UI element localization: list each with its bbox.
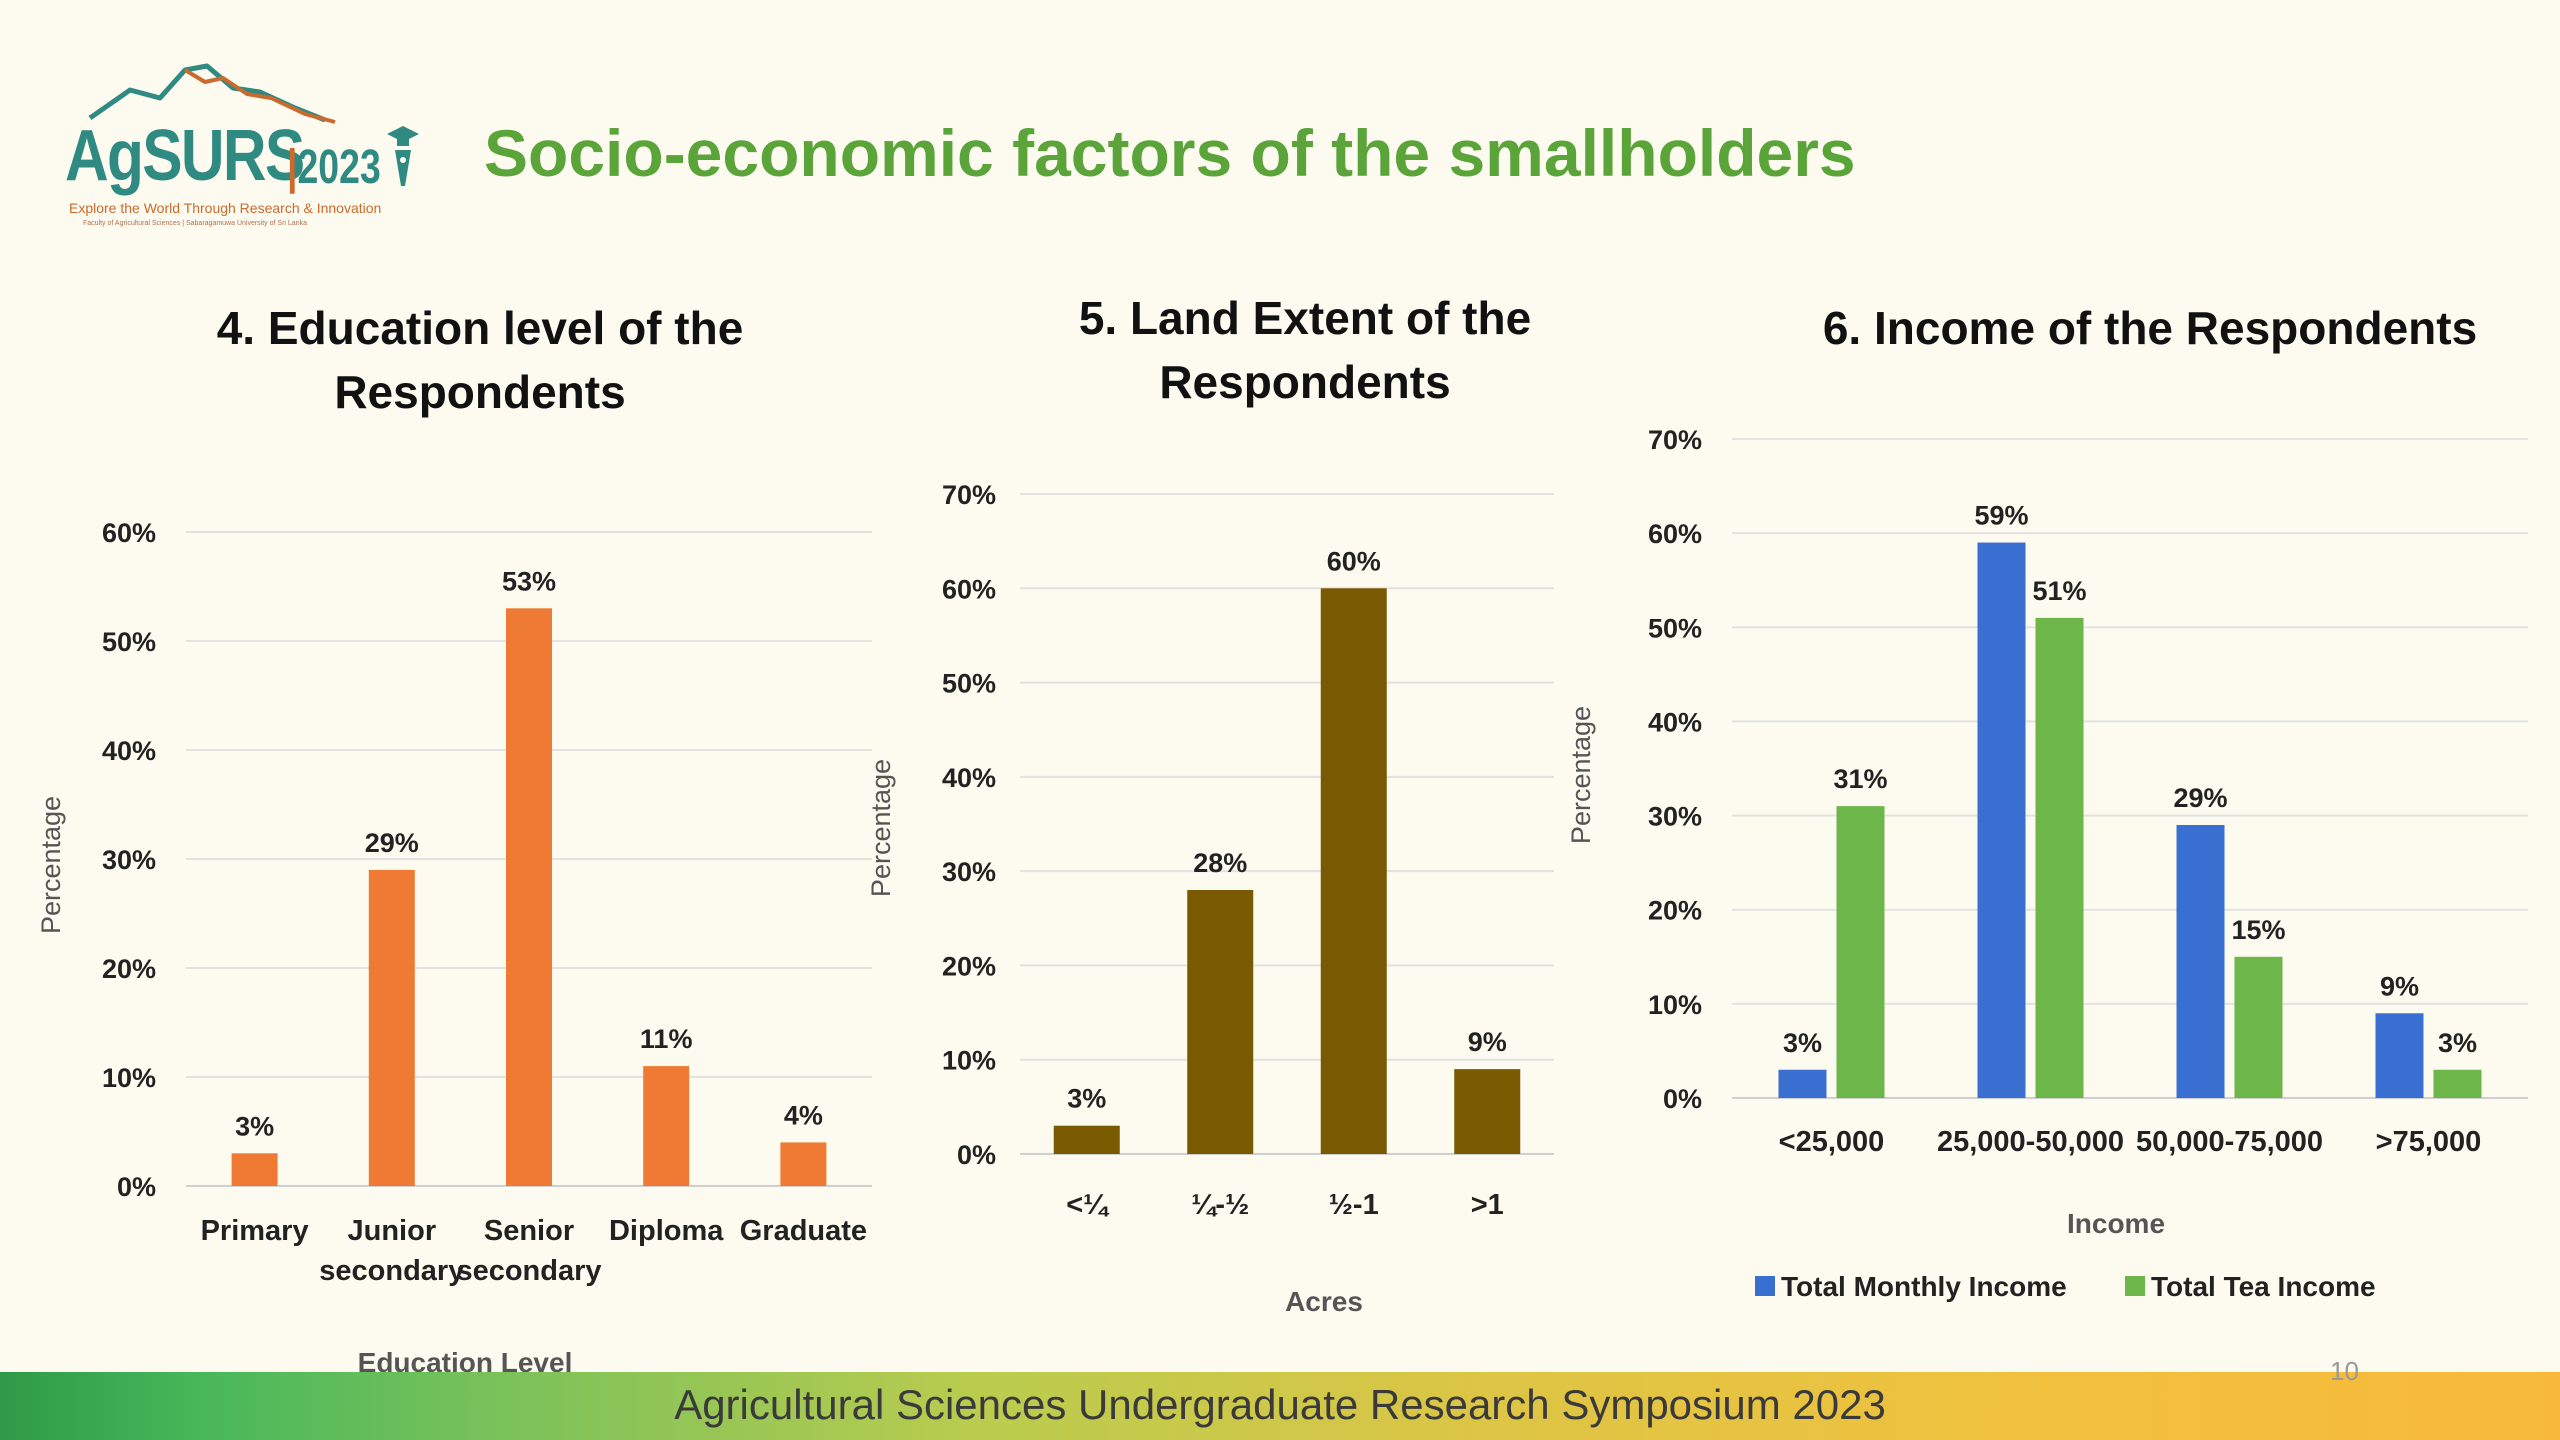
land-bar xyxy=(1320,588,1387,1154)
education-y-axis-title: Percentage xyxy=(36,796,66,934)
education-y-tick-label: 50% xyxy=(102,627,156,657)
graduate-pen-icon xyxy=(387,126,419,186)
income-y-tick-label: 60% xyxy=(1648,519,1702,549)
education-y-tick-label: 60% xyxy=(102,518,156,548)
page-number: 10 xyxy=(2330,1356,2359,1386)
land-data-label: 9% xyxy=(1468,1027,1507,1057)
page-title: Socio-economic factors of the smallholde… xyxy=(484,116,1856,190)
income-data-label: 29% xyxy=(2173,783,2227,813)
income-chart-title: 6. Income of the Respondents xyxy=(1822,302,2478,354)
agsurs-logo: AgSURS 2023 Explore the World Through Re… xyxy=(55,48,435,238)
land-data-label: 3% xyxy=(1067,1084,1106,1114)
land-y-tick-label: 60% xyxy=(942,574,996,604)
land-category-label: <¼ xyxy=(1066,1189,1110,1221)
income-data-label: 51% xyxy=(2032,576,2086,606)
education-data-label: 29% xyxy=(365,828,419,858)
land-y-tick-label: 0% xyxy=(957,1140,996,1170)
land-y-tick-label: 20% xyxy=(942,951,996,981)
income-legend-label: Total Tea Income xyxy=(2151,1271,2376,1302)
income-data-label: 31% xyxy=(1833,764,1887,794)
income-y-tick-label: 0% xyxy=(1663,1084,1702,1114)
education-category-label: Junior xyxy=(347,1215,436,1247)
education-data-label: 11% xyxy=(640,1024,693,1054)
education-category-label: Primary xyxy=(201,1215,309,1247)
land-x-axis-title: Acres xyxy=(1285,1286,1363,1317)
income-category-label: <25,000 xyxy=(1779,1126,1885,1158)
education-bar xyxy=(643,1066,690,1186)
education-y-tick-label: 0% xyxy=(117,1172,156,1202)
education-data-label: 3% xyxy=(235,1111,274,1141)
logo-year: 2023 xyxy=(287,144,380,192)
education-y-tick-label: 20% xyxy=(102,954,156,984)
income-data-label: 59% xyxy=(1974,501,2028,531)
education-data-label: 4% xyxy=(784,1100,823,1130)
income-y-tick-label: 20% xyxy=(1648,896,1702,926)
land-y-tick-label: 30% xyxy=(942,857,996,887)
income-x-axis-title: Income xyxy=(2067,1208,2165,1239)
land-category-label: ½-1 xyxy=(1329,1189,1379,1221)
mountain-icon xyxy=(88,63,336,124)
income-category-label: >75,000 xyxy=(2376,1126,2482,1158)
land-chart-title: 5. Land Extent of the Respondents xyxy=(1078,292,1532,408)
land-data-label: 28% xyxy=(1193,848,1247,878)
income-bar xyxy=(1977,542,2026,1098)
income-data-label: 15% xyxy=(2231,915,2285,945)
land-y-tick-label: 70% xyxy=(942,480,996,510)
education-category-label: secondary xyxy=(456,1255,601,1287)
footer-banner: Agricultural Sciences Undergraduate Rese… xyxy=(0,1372,2560,1440)
education-category-label: Diploma xyxy=(609,1215,724,1247)
education-x-axis-title: Education Level xyxy=(358,1347,573,1372)
education-y-tick-label: 40% xyxy=(102,736,156,766)
education-y-tick-label: 30% xyxy=(102,845,156,875)
education-bar xyxy=(780,1142,827,1186)
education-category-label: Senior xyxy=(484,1215,574,1247)
land-y-tick-label: 10% xyxy=(942,1046,996,1076)
land-y-tick-label: 50% xyxy=(942,669,996,699)
income-category-label: 50,000-75,000 xyxy=(2136,1126,2323,1158)
income-bar xyxy=(2375,1013,2424,1098)
land-bar xyxy=(1053,1125,1120,1154)
charts-canvas: 0% 10% 20% 30% 40% 50% 60% Percentage Education … xyxy=(36,425,2528,1372)
income-data-label: 3% xyxy=(2438,1028,2477,1058)
income-bar xyxy=(1836,806,1885,1098)
land-y-tick-label: 40% xyxy=(942,763,996,793)
logo-subtitle: Faculty of Agricultural Sciences | Sabar… xyxy=(83,220,307,227)
education-data-label: 53% xyxy=(502,566,556,596)
education-category-label: secondary xyxy=(319,1255,464,1287)
education-chart-title: 4. Education level of the Respondents xyxy=(216,302,744,418)
logo-name: AgSURS xyxy=(65,116,305,196)
education-bar xyxy=(231,1153,278,1186)
income-data-label: 9% xyxy=(2380,971,2419,1001)
education-y-tick-label: 10% xyxy=(102,1063,156,1093)
income-bar xyxy=(2035,617,2084,1098)
land-data-label: 60% xyxy=(1327,546,1381,576)
land-bar xyxy=(1454,1069,1521,1154)
footer-text: Agricultural Sciences Undergraduate Rese… xyxy=(674,1381,1886,1428)
income-bar xyxy=(1778,1069,1827,1098)
education-bar xyxy=(368,869,415,1186)
income-y-tick-label: 30% xyxy=(1648,802,1702,832)
education-category-label: Graduate xyxy=(740,1215,867,1247)
income-category-label: 25,000-50,000 xyxy=(1937,1126,2124,1158)
income-bar xyxy=(2433,1069,2482,1098)
income-bar xyxy=(2234,956,2283,1098)
income-legend-swatch xyxy=(2125,1276,2145,1296)
education-bar xyxy=(506,608,552,1186)
land-category-label: >1 xyxy=(1471,1189,1504,1221)
logo-tagline: Explore the World Through Research & Inn… xyxy=(69,200,382,216)
land-y-axis-title: Percentage xyxy=(866,759,896,897)
income-y-tick-label: 40% xyxy=(1648,707,1702,737)
income-legend-label: Total Monthly Income xyxy=(1781,1271,2067,1302)
income-y-tick-label: 70% xyxy=(1648,425,1702,455)
land-category-label: ¼-½ xyxy=(1191,1189,1249,1221)
income-y-axis-title: Percentage xyxy=(1566,706,1596,844)
income-legend-swatch xyxy=(1755,1276,1775,1296)
income-bar xyxy=(2176,824,2225,1098)
income-data-label: 3% xyxy=(1783,1028,1822,1058)
income-y-tick-label: 50% xyxy=(1648,613,1702,643)
income-y-tick-label: 10% xyxy=(1648,990,1702,1020)
land-bar xyxy=(1187,890,1254,1154)
